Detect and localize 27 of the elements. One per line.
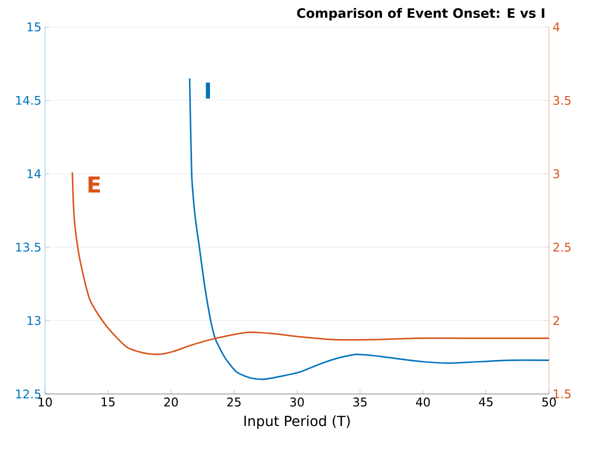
y-tick-label: 14.5 [16,96,40,105]
x-tick-label: 10 [38,398,52,407]
y-tick-label: 13.5 [16,242,40,252]
series-label: E [88,176,100,192]
x-tick-label: 45 [478,398,493,406]
y2-tick-label: 3.5 [553,96,570,105]
y-tick-label: 14 [28,169,41,178]
line-series [72,172,550,356]
y2-tick-label: 3 [553,169,560,178]
x-tick-label: 35 [353,398,367,407]
x-tick-label: 40 [416,398,430,407]
y2-tick-label: 1.5 [554,390,570,398]
y2-tick-label: 2 [553,316,559,326]
x-axis-title: Input Period (T) [244,415,350,429]
y-tick-label: 15 [28,22,40,32]
y2-tick-label: 4 [553,22,560,32]
x-tick-label: 20 [164,398,178,407]
line-series [188,78,550,380]
chart-title: Comparison of Event Onset: E vs I [297,8,544,20]
x-tick-label: 15 [102,398,115,406]
y-tick-label: 12.5 [16,389,40,399]
x-tick-label: 25 [227,398,241,407]
y-tick-label: 13 [28,316,41,326]
x-tick-label: 50 [542,398,556,407]
y2-tick-label: 2.5 [553,242,570,252]
x-tick-label: 30 [290,398,304,407]
series-label: I [206,82,210,99]
